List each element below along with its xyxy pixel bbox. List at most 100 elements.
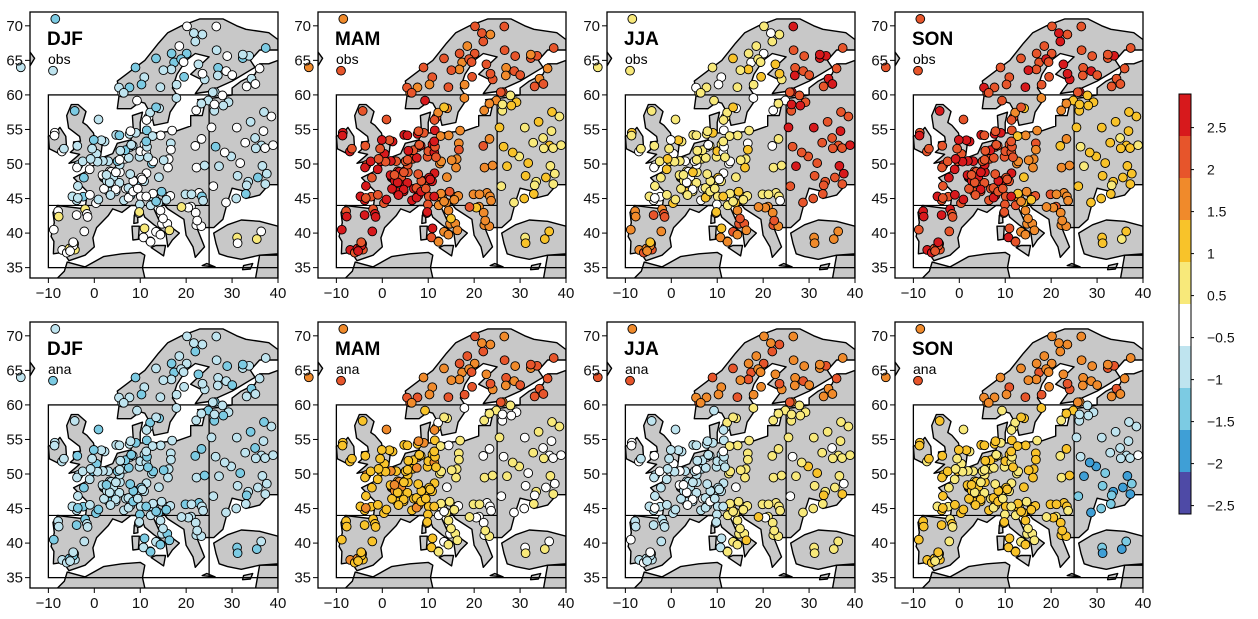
station-dot (979, 440, 990, 451)
station-dot (1016, 102, 1026, 113)
station-dot (474, 499, 485, 510)
panel-source-label: obs (913, 51, 936, 67)
station-dot (484, 134, 495, 144)
station-dot (763, 499, 774, 510)
station-dot (682, 190, 693, 200)
station-dot (427, 223, 438, 234)
colorbar-frame (1178, 93, 1192, 515)
station-dot (449, 194, 460, 205)
station-dot (1086, 507, 1096, 518)
colorbar-label: 2.5 (1207, 120, 1227, 136)
station-dot (538, 453, 549, 464)
x-tick-label: 40 (847, 285, 864, 302)
station-dot (753, 512, 764, 522)
station-dot (167, 435, 177, 446)
station-dot (221, 197, 231, 208)
station-dot (376, 135, 387, 145)
station-dot (662, 154, 673, 164)
station-dot (413, 126, 424, 137)
station-dot (983, 87, 994, 98)
station-dot (261, 478, 272, 489)
station-dot (101, 170, 112, 180)
station-dot (186, 499, 197, 510)
station-dot (1016, 412, 1026, 423)
colorbar-segment (1179, 94, 1191, 137)
station-dot (808, 432, 819, 443)
station-dot (744, 125, 754, 136)
station-dot (72, 450, 83, 461)
x-tick-label: 10 (420, 595, 437, 612)
station-dot (479, 105, 490, 116)
station-dot (376, 445, 387, 455)
station-dot (499, 21, 510, 32)
station-dot (139, 533, 150, 544)
station-dot (722, 236, 733, 247)
station-dot (549, 168, 560, 179)
station-dot (444, 496, 455, 507)
station-dot (218, 100, 229, 111)
station-dot (154, 172, 164, 183)
station-dot (646, 106, 657, 116)
station-dot (206, 432, 217, 443)
station-dot (1002, 484, 1013, 495)
station-dot (50, 14, 61, 24)
station-dot (84, 474, 95, 485)
station-dot (381, 114, 392, 125)
station-dot (218, 410, 229, 421)
station-dot (1036, 389, 1047, 400)
station-dot (199, 470, 210, 481)
station-dot (65, 556, 75, 566)
station-dot (336, 65, 346, 76)
station-dot (260, 143, 270, 153)
station-dot (1010, 546, 1021, 557)
station-dot (125, 126, 136, 137)
station-dot (914, 440, 925, 451)
panel-season-label: MAM (335, 339, 380, 360)
station-dot (731, 482, 741, 493)
station-dot (547, 417, 557, 427)
station-dot (155, 82, 166, 93)
station-dot (990, 169, 1001, 179)
station-dot (158, 213, 168, 224)
station-dot (743, 358, 754, 369)
station-dot (1062, 68, 1073, 79)
station-dot (1057, 525, 1068, 536)
station-dot (1125, 353, 1136, 363)
station-dot (231, 193, 242, 204)
station-dot (72, 503, 83, 513)
station-dot (1097, 238, 1108, 249)
station-dot (626, 130, 637, 141)
station-dot (944, 226, 955, 237)
station-dot (1075, 451, 1086, 462)
land-polygon (131, 535, 141, 551)
panel-season-label: DJF (47, 339, 83, 360)
station-dot (118, 87, 129, 98)
station-dot (659, 522, 670, 532)
station-dot (1100, 468, 1111, 478)
station-dot (983, 397, 994, 408)
station-dot (381, 424, 392, 435)
station-dot (804, 70, 815, 80)
station-dot (544, 226, 555, 237)
panel-season-label: MAM (335, 29, 380, 50)
station-dot (87, 453, 97, 464)
station-dot (735, 375, 746, 386)
y-tick-label: 45 (6, 191, 23, 208)
station-dot (93, 424, 104, 435)
station-dot (1026, 194, 1037, 205)
station-dot (1076, 45, 1087, 56)
station-dot (479, 472, 490, 483)
station-dot (474, 189, 485, 200)
station-dot (646, 416, 657, 426)
station-dot (1125, 179, 1136, 189)
station-dot (937, 193, 948, 203)
panel-frame (29, 321, 279, 589)
panel-frame (317, 321, 567, 589)
station-dot (139, 223, 150, 234)
x-tick-label: 20 (466, 595, 483, 612)
station-dot (424, 79, 435, 90)
station-dot (656, 482, 666, 493)
